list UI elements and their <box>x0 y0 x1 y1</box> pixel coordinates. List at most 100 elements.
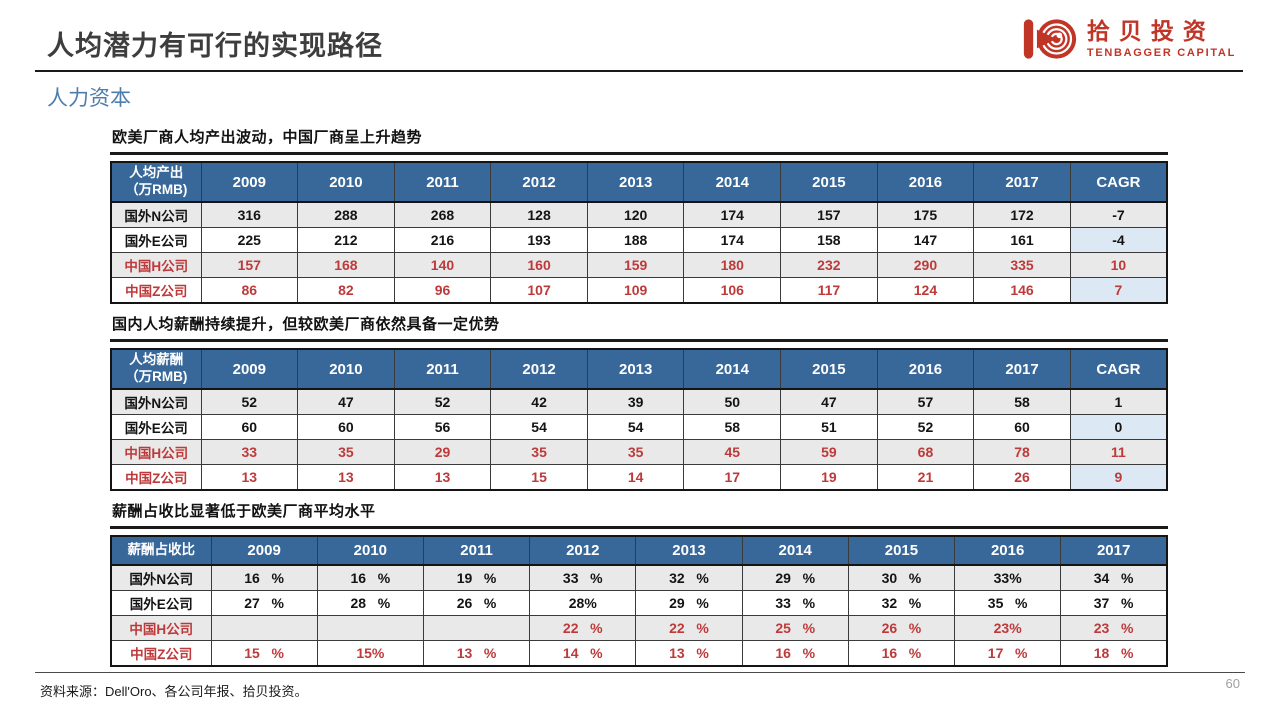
value-cell: 193 <box>490 227 588 253</box>
page-title: 人均潜力有可行的实现路径 <box>47 31 383 61</box>
value-cell: 106 <box>683 277 782 304</box>
value-cell: 33 % <box>529 564 637 591</box>
value-cell: 174 <box>683 227 782 253</box>
salary-per-capita-table: 人均薪酬（万RMB) 2009 2010 2011 2012 2013 2014 2015 20… <box>110 348 1168 491</box>
value-cell: 52 <box>393 388 492 415</box>
table-row: 中国H公司 22 % 22 % 25 % 26 % 23% 23 % <box>110 615 1168 641</box>
table-row: 国外E公司 60 60 56 54 54 58 51 52 60 0 <box>110 414 1168 440</box>
table-row: 中国H公司 33 35 29 35 35 45 59 68 78 11 <box>110 439 1168 465</box>
value-cell: 335 <box>973 252 1071 278</box>
content-area: 欧美厂商人均产出波动，中国厂商呈上升趋势 人均产出（万RMB) 2009 2010 2… <box>110 126 1168 676</box>
cagr-header: CAGR <box>1069 348 1168 390</box>
value-cell: 29 % <box>635 590 743 616</box>
value-cell: 17 % <box>954 640 1062 667</box>
value-cell: 58 <box>973 388 1071 415</box>
value-cell: 13 <box>297 464 395 491</box>
value-cell: 316 <box>200 201 299 228</box>
value-cell: 82 <box>297 277 395 304</box>
value-cell: 23 % <box>1060 615 1168 641</box>
table-title: 薪酬占收比显著低于欧美厂商平均水平 <box>110 500 1168 529</box>
year-header: 2015 <box>780 161 878 203</box>
cagr-cell: -4 <box>1069 227 1168 253</box>
table-row: 国外N公司 16 % 16 % 19 % 33 % 32 % 29 % 30 % 33% 34 % <box>110 564 1168 591</box>
value-cell: 216 <box>393 227 492 253</box>
table-title: 欧美厂商人均产出波动，中国厂商呈上升趋势 <box>110 126 1168 155</box>
value-cell: 288 <box>297 201 395 228</box>
table-row: 国外E公司 225 212 216 193 188 174 158 147 161 -4 <box>110 227 1168 253</box>
salary-to-revenue-table: 薪酬占收比 2009 2010 2011 2012 2013 2014 2015 2016 201… <box>110 535 1168 667</box>
year-header: 2017 <box>973 161 1071 203</box>
value-cell: 17 <box>683 464 782 491</box>
year-header: 2011 <box>393 348 492 390</box>
value-cell: 78 <box>973 439 1071 465</box>
value-cell: 212 <box>297 227 395 253</box>
value-cell: 161 <box>973 227 1071 253</box>
value-cell: 47 <box>297 388 395 415</box>
value-cell: 174 <box>683 201 782 228</box>
value-cell: 58 <box>683 414 782 440</box>
year-header: 2013 <box>586 161 685 203</box>
table-row: 国外N公司 52 47 52 42 39 50 47 57 58 1 <box>110 388 1168 415</box>
year-header: 2013 <box>635 535 743 566</box>
value-cell: 26 <box>973 464 1071 491</box>
value-cell: 33 % <box>741 590 849 616</box>
value-cell: 13 % <box>422 640 531 667</box>
value-cell: 175 <box>876 201 975 228</box>
row-label: 中国H公司 <box>110 615 212 641</box>
value-cell: 26 % <box>847 615 956 641</box>
value-cell: 50 <box>683 388 782 415</box>
cagr-cell: 1 <box>1069 388 1168 415</box>
table-row: 中国Z公司 13 13 13 15 14 17 19 21 26 9 <box>110 464 1168 491</box>
table-block-salary: 国内人均薪酬持续提升，但较欧美厂商依然具备一定优势 人均薪酬（万RMB) 2009… <box>110 313 1168 491</box>
value-cell: 13 <box>393 464 492 491</box>
row-label: 国外E公司 <box>110 590 212 616</box>
value-cell: 128 <box>490 201 588 228</box>
year-header: 2010 <box>297 161 395 203</box>
value-cell: 56 <box>393 414 492 440</box>
value-cell: 42 <box>490 388 588 415</box>
row-label: 国外N公司 <box>110 388 202 415</box>
table-row: 中国H公司 157 168 140 160 159 180 232 290 335 10 <box>110 252 1168 278</box>
source-note: 资料来源：Dell'Oro、各公司年报、拾贝投资。 <box>40 684 308 699</box>
value-cell: 51 <box>780 414 878 440</box>
value-cell: 268 <box>393 201 492 228</box>
value-cell: 168 <box>297 252 395 278</box>
table-title: 国内人均薪酬持续提升，但较欧美厂商依然具备一定优势 <box>110 313 1168 342</box>
row-label: 中国H公司 <box>110 252 202 278</box>
value-cell: 25 % <box>741 615 849 641</box>
logo-text: 拾贝投资 TENBAGGER CAPITAL <box>1086 18 1236 59</box>
value-cell: 120 <box>586 201 685 228</box>
year-header: 2014 <box>741 535 849 566</box>
row-label: 国外E公司 <box>110 414 202 440</box>
value-cell: 232 <box>780 252 878 278</box>
table-block-output: 欧美厂商人均产出波动，中国厂商呈上升趋势 人均产出（万RMB) 2009 2010 2… <box>110 126 1168 304</box>
value-cell: 188 <box>586 227 685 253</box>
value-cell: 107 <box>490 277 588 304</box>
value-cell: 33% <box>954 564 1062 591</box>
value-cell: 54 <box>490 414 588 440</box>
value-cell: 14 <box>586 464 685 491</box>
value-cell: 146 <box>973 277 1071 304</box>
row-label: 国外N公司 <box>110 201 202 228</box>
value-cell: 16 % <box>316 564 424 591</box>
year-header: 2015 <box>780 348 878 390</box>
value-cell: 23% <box>954 615 1062 641</box>
value-cell: 18 % <box>1060 640 1168 667</box>
row-label: 中国H公司 <box>110 439 202 465</box>
value-cell: 13 <box>200 464 299 491</box>
value-cell: 160 <box>490 252 588 278</box>
value-cell: 86 <box>200 277 299 304</box>
row-label: 中国Z公司 <box>110 640 212 667</box>
table-row: 国外N公司 316 288 268 128 120 174 157 175 172 -7 <box>110 201 1168 228</box>
year-header: 2009 <box>200 348 299 390</box>
logo-name-cn: 拾贝投资 <box>1086 18 1215 45</box>
value-cell: 47 <box>780 388 878 415</box>
value-cell: 290 <box>876 252 975 278</box>
cagr-cell: 9 <box>1069 464 1168 491</box>
value-cell: 32 % <box>847 590 956 616</box>
value-cell: 117 <box>780 277 878 304</box>
year-header: 2014 <box>683 348 782 390</box>
year-header: 2012 <box>490 161 588 203</box>
value-cell: 172 <box>973 201 1071 228</box>
